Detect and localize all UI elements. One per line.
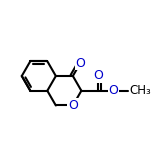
Text: O: O <box>93 69 103 82</box>
Text: CH₃: CH₃ <box>130 84 152 97</box>
Text: O: O <box>75 57 85 69</box>
Text: O: O <box>108 84 118 97</box>
Text: O: O <box>68 99 78 112</box>
